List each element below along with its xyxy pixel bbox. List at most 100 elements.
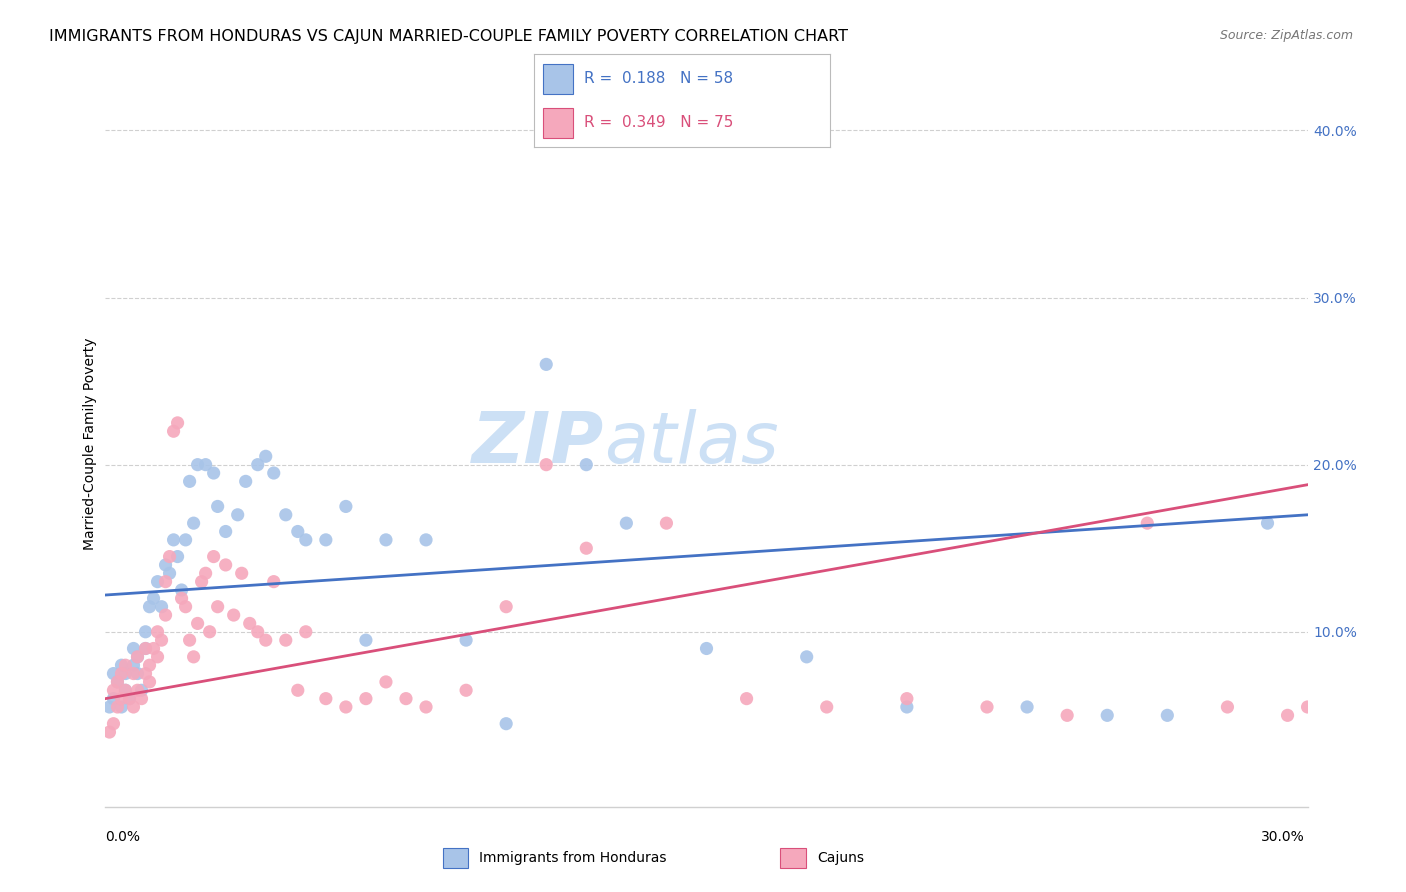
Point (114, 683, 136, 698)
Point (254, 450, 277, 464)
Point (138, 658, 160, 673)
Point (190, 574, 212, 589)
Point (118, 691, 141, 706)
Point (166, 416, 188, 430)
FancyBboxPatch shape (543, 64, 572, 94)
Point (194, 566, 217, 581)
Point (107, 700, 129, 714)
Point (896, 691, 918, 706)
Point (226, 508, 249, 522)
Point (103, 716, 125, 731)
Point (122, 641, 145, 656)
Point (1277, 708, 1299, 723)
Point (107, 674, 129, 689)
Point (170, 591, 193, 606)
Point (174, 533, 197, 547)
Point (135, 666, 157, 681)
Point (114, 658, 136, 673)
Point (274, 633, 297, 648)
Point (198, 624, 221, 639)
Point (815, 700, 838, 714)
Point (103, 666, 125, 681)
Point (166, 549, 188, 564)
Point (114, 666, 136, 681)
Text: 0.0%: 0.0% (105, 830, 141, 844)
Point (146, 624, 169, 639)
Point (135, 641, 157, 656)
Point (1097, 708, 1119, 723)
Point (202, 549, 225, 564)
Point (98, 725, 121, 739)
Point (976, 700, 998, 714)
Point (159, 549, 181, 564)
Point (122, 700, 145, 714)
Point (335, 500, 357, 514)
Point (159, 566, 181, 581)
Point (150, 633, 173, 648)
Point (495, 599, 517, 614)
Point (295, 533, 318, 547)
Point (142, 591, 165, 606)
Point (1316, 716, 1339, 731)
Point (287, 524, 309, 539)
Point (395, 691, 418, 706)
Point (138, 674, 160, 689)
Point (114, 683, 136, 698)
Point (103, 691, 125, 706)
Point (315, 691, 337, 706)
Point (1056, 708, 1078, 723)
Point (263, 574, 285, 589)
Point (110, 691, 132, 706)
Point (335, 700, 357, 714)
Point (896, 700, 918, 714)
Point (495, 716, 517, 731)
Point (1017, 700, 1039, 714)
Point (207, 500, 229, 514)
Point (616, 516, 638, 530)
Point (162, 424, 184, 438)
Point (263, 466, 285, 480)
Point (179, 633, 201, 648)
Point (374, 533, 398, 547)
Point (231, 566, 253, 581)
Point (187, 458, 209, 472)
Point (110, 658, 132, 673)
Point (207, 599, 229, 614)
Point (796, 649, 818, 664)
Point (454, 683, 477, 698)
Point (1396, 725, 1406, 739)
Point (735, 691, 758, 706)
Text: IMMIGRANTS FROM HONDURAS VS CAJUN MARRIED-COUPLE FAMILY POVERTY CORRELATION CHAR: IMMIGRANTS FROM HONDURAS VS CAJUN MARRIE… (49, 29, 848, 44)
Point (239, 616, 262, 631)
Point (127, 649, 149, 664)
Point (146, 649, 169, 664)
Point (1357, 708, 1379, 723)
Point (110, 666, 132, 681)
Point (107, 674, 129, 689)
Point (415, 533, 437, 547)
Point (575, 458, 598, 472)
Point (354, 691, 377, 706)
Point (174, 599, 197, 614)
Text: R =  0.188   N = 58: R = 0.188 N = 58 (585, 71, 734, 87)
Point (415, 700, 437, 714)
Point (135, 624, 157, 639)
Point (235, 475, 257, 489)
Point (127, 649, 149, 664)
Text: Immigrants from Honduras: Immigrants from Honduras (479, 851, 666, 865)
Point (214, 558, 236, 572)
FancyBboxPatch shape (543, 108, 572, 138)
Point (127, 666, 149, 681)
Point (131, 683, 153, 698)
Point (214, 524, 236, 539)
Point (1368, 716, 1391, 731)
Point (98, 700, 121, 714)
Point (246, 624, 269, 639)
Point (127, 683, 149, 698)
Point (110, 700, 132, 714)
Point (202, 466, 225, 480)
Point (194, 458, 217, 472)
Text: R =  0.349   N = 75: R = 0.349 N = 75 (585, 115, 734, 130)
Text: Source: ZipAtlas.com: Source: ZipAtlas.com (1219, 29, 1353, 42)
Point (354, 633, 377, 648)
